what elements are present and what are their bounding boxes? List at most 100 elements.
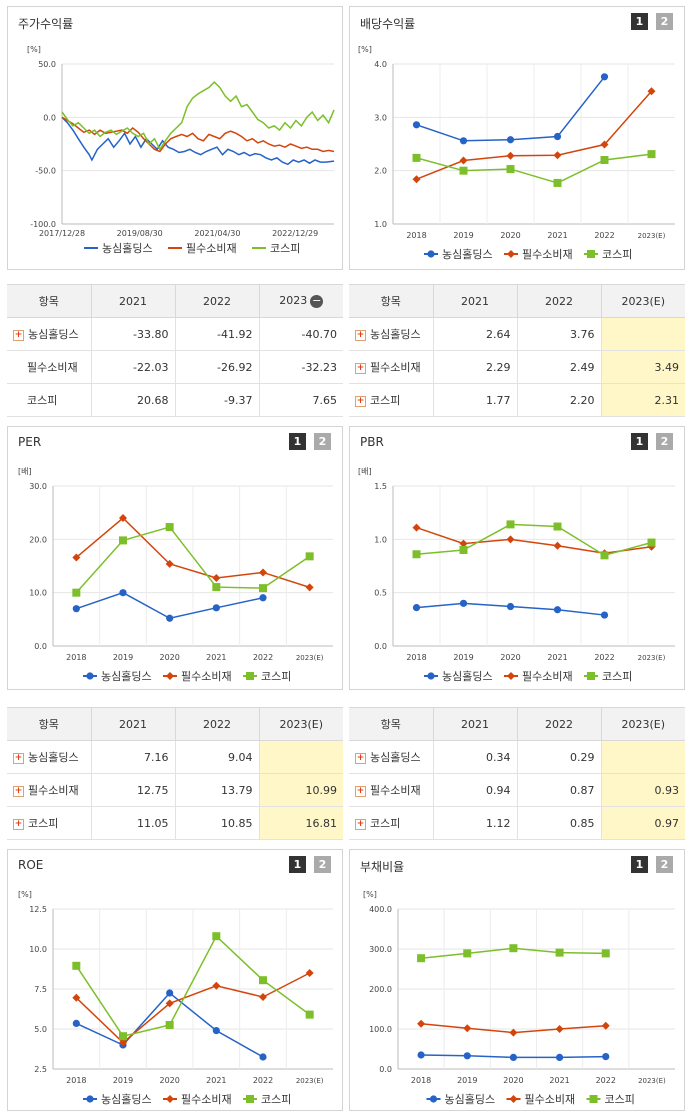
data-point[interactable] <box>412 550 421 559</box>
legend-marker[interactable] <box>427 250 435 258</box>
expand-icon[interactable]: + <box>355 818 366 830</box>
legend-item[interactable]: 코스피 <box>584 670 632 683</box>
legend-marker[interactable] <box>509 1095 518 1103</box>
legend-item[interactable]: 필수소비재 <box>163 670 232 683</box>
legend-item[interactable]: 농심홀딩스 <box>83 1093 152 1106</box>
data-point[interactable] <box>165 523 174 532</box>
expand-icon[interactable]: + <box>13 785 24 797</box>
data-point[interactable] <box>555 1053 564 1061</box>
legend-marker[interactable] <box>427 672 435 680</box>
data-point[interactable] <box>506 535 515 544</box>
data-point[interactable] <box>165 1021 174 1029</box>
data-point[interactable] <box>72 553 81 562</box>
expand-icon[interactable]: + <box>355 752 366 764</box>
data-point[interactable] <box>72 961 81 970</box>
legend-item[interactable]: 코스피 <box>584 248 632 261</box>
page-1-button[interactable]: 1 <box>631 433 648 450</box>
legend-marker[interactable] <box>166 672 174 680</box>
legend-marker[interactable] <box>587 672 595 680</box>
legend-item[interactable]: 코스피 <box>243 1093 291 1106</box>
data-point[interactable] <box>259 584 267 593</box>
data-point[interactable] <box>553 541 562 550</box>
data-point[interactable] <box>459 166 468 175</box>
data-point[interactable] <box>600 156 609 164</box>
legend-item[interactable]: 필수소비재 <box>168 242 237 255</box>
data-point[interactable] <box>459 539 468 548</box>
data-point[interactable] <box>600 551 609 560</box>
data-point[interactable] <box>647 150 656 159</box>
data-point[interactable] <box>555 948 564 957</box>
data-point[interactable] <box>509 944 518 953</box>
expand-icon[interactable]: + <box>355 362 366 374</box>
data-point[interactable] <box>553 606 562 614</box>
data-point[interactable] <box>259 976 267 985</box>
data-point[interactable] <box>119 514 127 522</box>
data-point[interactable] <box>463 949 472 958</box>
legend-item[interactable]: 농심홀딩스 <box>83 670 152 683</box>
data-point[interactable] <box>417 1019 426 1028</box>
data-point[interactable] <box>509 1053 518 1061</box>
expand-icon[interactable]: + <box>13 752 24 764</box>
data-point[interactable] <box>600 140 609 149</box>
expand-icon[interactable]: + <box>355 329 366 341</box>
page-2-button[interactable]: 2 <box>314 856 331 873</box>
data-point[interactable] <box>553 132 562 141</box>
legend-item[interactable]: 코스피 <box>243 670 291 683</box>
data-point[interactable] <box>259 993 267 1001</box>
data-point[interactable] <box>119 536 127 545</box>
legend-item[interactable]: 필수소비재 <box>504 670 573 683</box>
data-point[interactable] <box>555 1025 564 1033</box>
legend-item[interactable]: 필수소비재 <box>163 1093 232 1106</box>
data-point[interactable] <box>305 583 314 592</box>
expand-icon[interactable]: + <box>13 818 24 830</box>
legend-marker[interactable] <box>587 250 595 258</box>
data-point[interactable] <box>647 538 656 547</box>
legend-item[interactable]: 필수소비재 <box>504 248 573 261</box>
expand-icon[interactable]: + <box>13 329 24 341</box>
data-point[interactable] <box>600 73 609 81</box>
data-point[interactable] <box>412 121 421 129</box>
data-point[interactable] <box>463 1052 471 1060</box>
data-point[interactable] <box>412 523 421 532</box>
legend-item[interactable]: 코스피 <box>586 1093 635 1106</box>
data-point[interactable] <box>119 1038 127 1047</box>
data-point[interactable] <box>459 546 468 554</box>
data-point[interactable] <box>412 604 421 612</box>
expand-icon[interactable]: + <box>355 785 366 797</box>
data-point[interactable] <box>165 999 174 1008</box>
expand-icon[interactable]: + <box>355 395 366 407</box>
legend-marker[interactable] <box>86 672 94 680</box>
data-point[interactable] <box>647 542 656 551</box>
page-1-button[interactable]: 1 <box>289 856 306 873</box>
data-point[interactable] <box>417 954 426 963</box>
page-2-button[interactable]: 2 <box>314 433 331 450</box>
legend-marker[interactable] <box>166 1095 174 1103</box>
data-point[interactable] <box>72 993 81 1002</box>
data-point[interactable] <box>119 589 127 597</box>
data-point[interactable] <box>305 1010 314 1019</box>
data-point[interactable] <box>506 602 515 611</box>
legend-item[interactable]: 농심홀딩스 <box>426 1093 496 1106</box>
data-point[interactable] <box>459 599 468 607</box>
page-2-button[interactable]: 2 <box>656 13 673 30</box>
data-point[interactable] <box>166 989 174 997</box>
data-point[interactable] <box>212 981 221 990</box>
legend-item[interactable]: 필수소비재 <box>506 1093 576 1106</box>
data-point[interactable] <box>259 594 267 602</box>
legend-marker[interactable] <box>86 1095 94 1103</box>
data-point[interactable] <box>212 574 221 582</box>
data-point[interactable] <box>212 932 221 941</box>
data-point[interactable] <box>553 178 562 187</box>
data-point[interactable] <box>459 156 468 165</box>
data-point[interactable] <box>412 153 421 162</box>
data-point[interactable] <box>459 137 468 145</box>
data-point[interactable] <box>506 151 515 160</box>
data-point[interactable] <box>417 1051 425 1059</box>
legend-item[interactable]: 코스피 <box>252 242 300 255</box>
data-point[interactable] <box>553 151 562 160</box>
data-point[interactable] <box>212 1027 220 1035</box>
data-point[interactable] <box>506 165 515 174</box>
data-point[interactable] <box>166 614 174 622</box>
data-point[interactable] <box>463 1024 472 1033</box>
data-point[interactable] <box>212 604 220 612</box>
